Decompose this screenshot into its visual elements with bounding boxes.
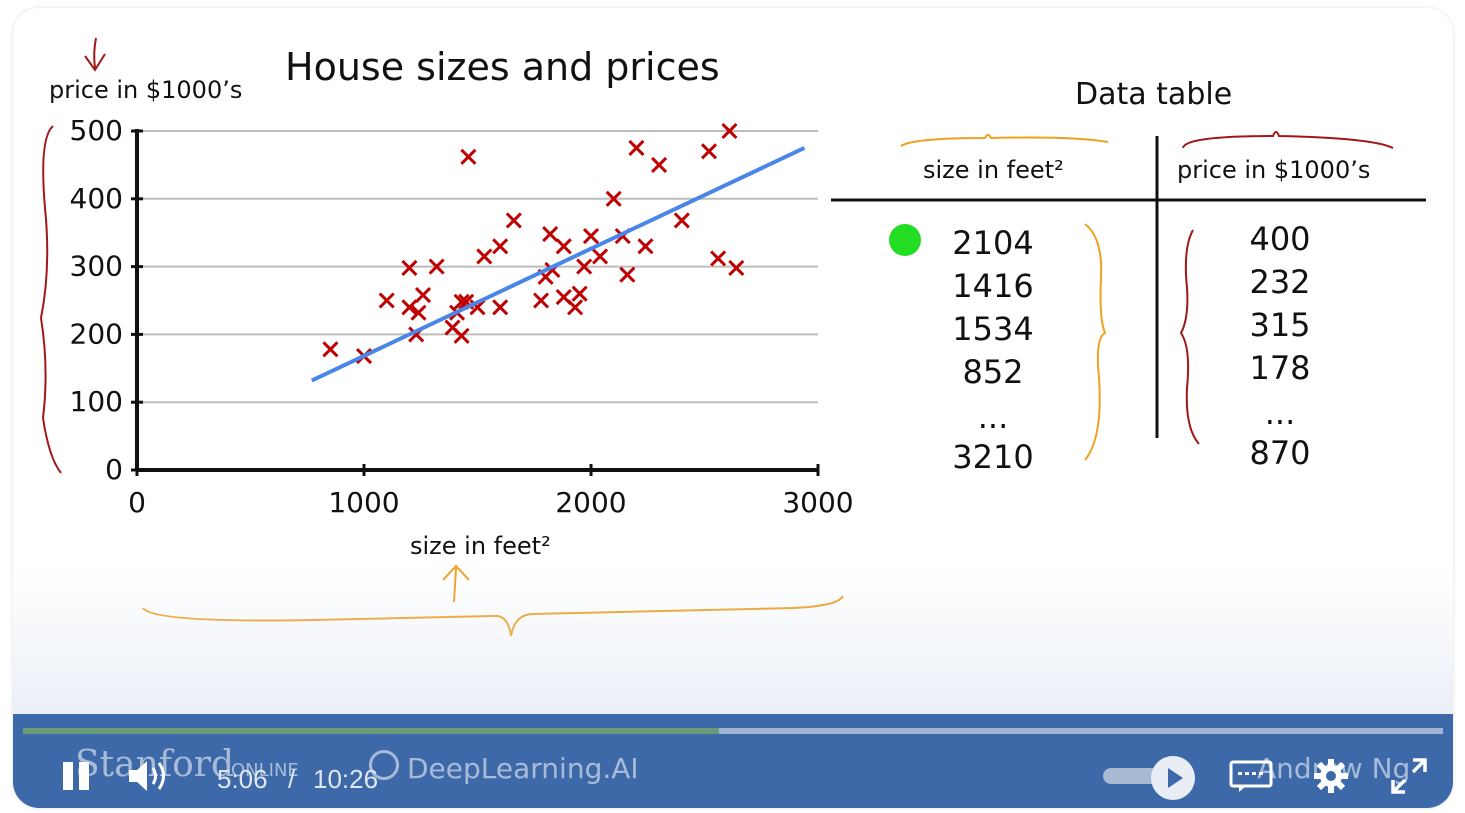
y-tick-label: 500	[70, 114, 123, 147]
data-point-x-marker	[628, 139, 645, 157]
table-col1-cell: 1416	[952, 267, 1033, 305]
orange-up-arrow-annotation	[442, 564, 470, 603]
table-col1-cell: 2104	[952, 224, 1033, 262]
data-point-x-marker	[571, 285, 588, 302]
data-point-x-marker	[410, 304, 427, 321]
table-col2-cell: 232	[1249, 263, 1310, 301]
x-tick-label: 1000	[328, 486, 399, 519]
table-col2-values: 400 232 315 178...870	[1249, 220, 1310, 472]
data-point-x-marker	[605, 190, 622, 207]
data-point-x-marker	[542, 225, 559, 243]
red-brace-y-annotation	[39, 125, 62, 474]
data-point-x-marker	[721, 122, 738, 140]
lecture-slide: House sizes and prices price in $1000’s …	[39, 37, 1426, 637]
data-point-x-marker	[492, 238, 509, 255]
table-title: Data table	[1075, 77, 1232, 112]
x-tick-label: 0	[128, 486, 146, 519]
regression-line	[310, 146, 806, 383]
red-brace-col2-annotation	[1182, 131, 1394, 149]
fit-line	[310, 146, 806, 383]
table-col1-cell: 3210	[952, 438, 1033, 476]
data-point-x-marker	[401, 259, 418, 277]
speed-play-icon[interactable]	[1151, 756, 1195, 800]
y-tick-label: 400	[70, 182, 123, 215]
time-separator: /	[288, 764, 296, 794]
table-col2-cell: ...	[1265, 394, 1296, 432]
table-col1-cell: 852	[962, 353, 1023, 391]
orange-brace-values-annotation	[1084, 223, 1107, 461]
data-point-x-marker	[582, 228, 600, 245]
data-point-x-marker	[555, 238, 572, 255]
data-point-x-marker	[592, 248, 609, 265]
gear-icon[interactable]	[1313, 758, 1349, 794]
data-point-x-marker	[428, 258, 445, 275]
deeplearning-logo-icon	[369, 750, 399, 780]
grid-lines	[137, 130, 818, 404]
online-watermark: ONLINE	[231, 760, 299, 781]
data-point-x-marker	[728, 259, 745, 277]
video-player[interactable]: House sizes and prices price in $1000’s …	[13, 8, 1453, 808]
y-tick-labels: 0 100 200 300 400 500	[70, 114, 123, 486]
data-point-x-marker	[414, 287, 432, 304]
fullscreen-icon[interactable]	[1391, 758, 1427, 794]
data-point-x-marker	[401, 299, 418, 316]
data-point-x-marker	[567, 299, 584, 316]
data-point-x-marker	[453, 327, 470, 344]
data-point-x-marker	[710, 250, 727, 267]
data-point-x-marker	[460, 148, 477, 165]
data-table: Data table size in feet² price in $1000’…	[831, 77, 1426, 476]
data-points	[322, 122, 745, 365]
x-tick-labels: 0 1000 2000 3000	[128, 486, 854, 519]
y-tick-label: 0	[105, 453, 123, 486]
data-point-x-marker	[532, 292, 550, 309]
data-point-x-marker	[700, 143, 718, 160]
table-col1-cell: ...	[978, 398, 1009, 436]
table-col1-values: 2104 1416 1534 852...3210	[952, 224, 1033, 476]
y-axis-label: price in $1000’s	[49, 76, 242, 104]
y-tick-label: 300	[70, 250, 123, 283]
x-tick-label: 3000	[782, 486, 853, 519]
red-brace-values-annotation	[1179, 229, 1200, 445]
table-col1-cell: 1534	[952, 310, 1033, 348]
time-total: 10:26	[313, 764, 379, 794]
y-tick-label: 100	[70, 385, 123, 418]
data-point-x-marker	[651, 156, 668, 173]
table-col1-header: size in feet²	[923, 156, 1064, 184]
pause-icon[interactable]	[61, 760, 91, 792]
volume-icon[interactable]	[127, 758, 171, 794]
data-point-x-marker	[476, 248, 493, 265]
table-col2-cell: 178	[1249, 349, 1310, 387]
data-point-x-marker	[576, 258, 593, 275]
red-arrow-annotation	[84, 37, 106, 72]
captions-icon[interactable]	[1229, 760, 1273, 794]
data-point-x-marker	[378, 292, 395, 309]
deeplearning-watermark: DeepLearning.AI	[407, 752, 639, 785]
cursor-dot	[889, 224, 921, 256]
scatter-chart: 0 100 200 300 400 500 0 1000 2000 3000	[70, 114, 854, 519]
data-point-x-marker	[505, 212, 522, 229]
time-current: 5:06	[217, 764, 268, 794]
progress-bar[interactable]	[23, 728, 1443, 734]
player-controls: Stanford ONLINE DeepLearning.AI Andrew N…	[13, 714, 1453, 808]
data-point-x-marker	[492, 299, 509, 316]
x-axis-label: size in feet²	[410, 532, 551, 560]
table-col2-cell: 870	[1249, 434, 1310, 472]
x-tick-label: 2000	[555, 486, 626, 519]
orange-brace-col1-annotation	[900, 134, 1109, 147]
table-col2-cell: 400	[1249, 220, 1310, 258]
orange-brace-x-annotation	[142, 595, 844, 637]
data-point-x-marker	[619, 266, 636, 283]
table-col2-header: price in $1000’s	[1177, 156, 1370, 184]
chart-title: House sizes and prices	[285, 45, 720, 89]
data-point-x-marker	[637, 238, 654, 255]
data-point-x-marker	[673, 212, 690, 229]
table-col2-cell: 315	[1249, 306, 1310, 344]
y-tick-label: 200	[70, 317, 123, 350]
data-point-x-marker	[322, 341, 339, 358]
progress-fill	[23, 728, 719, 734]
chart-axes	[131, 129, 820, 476]
